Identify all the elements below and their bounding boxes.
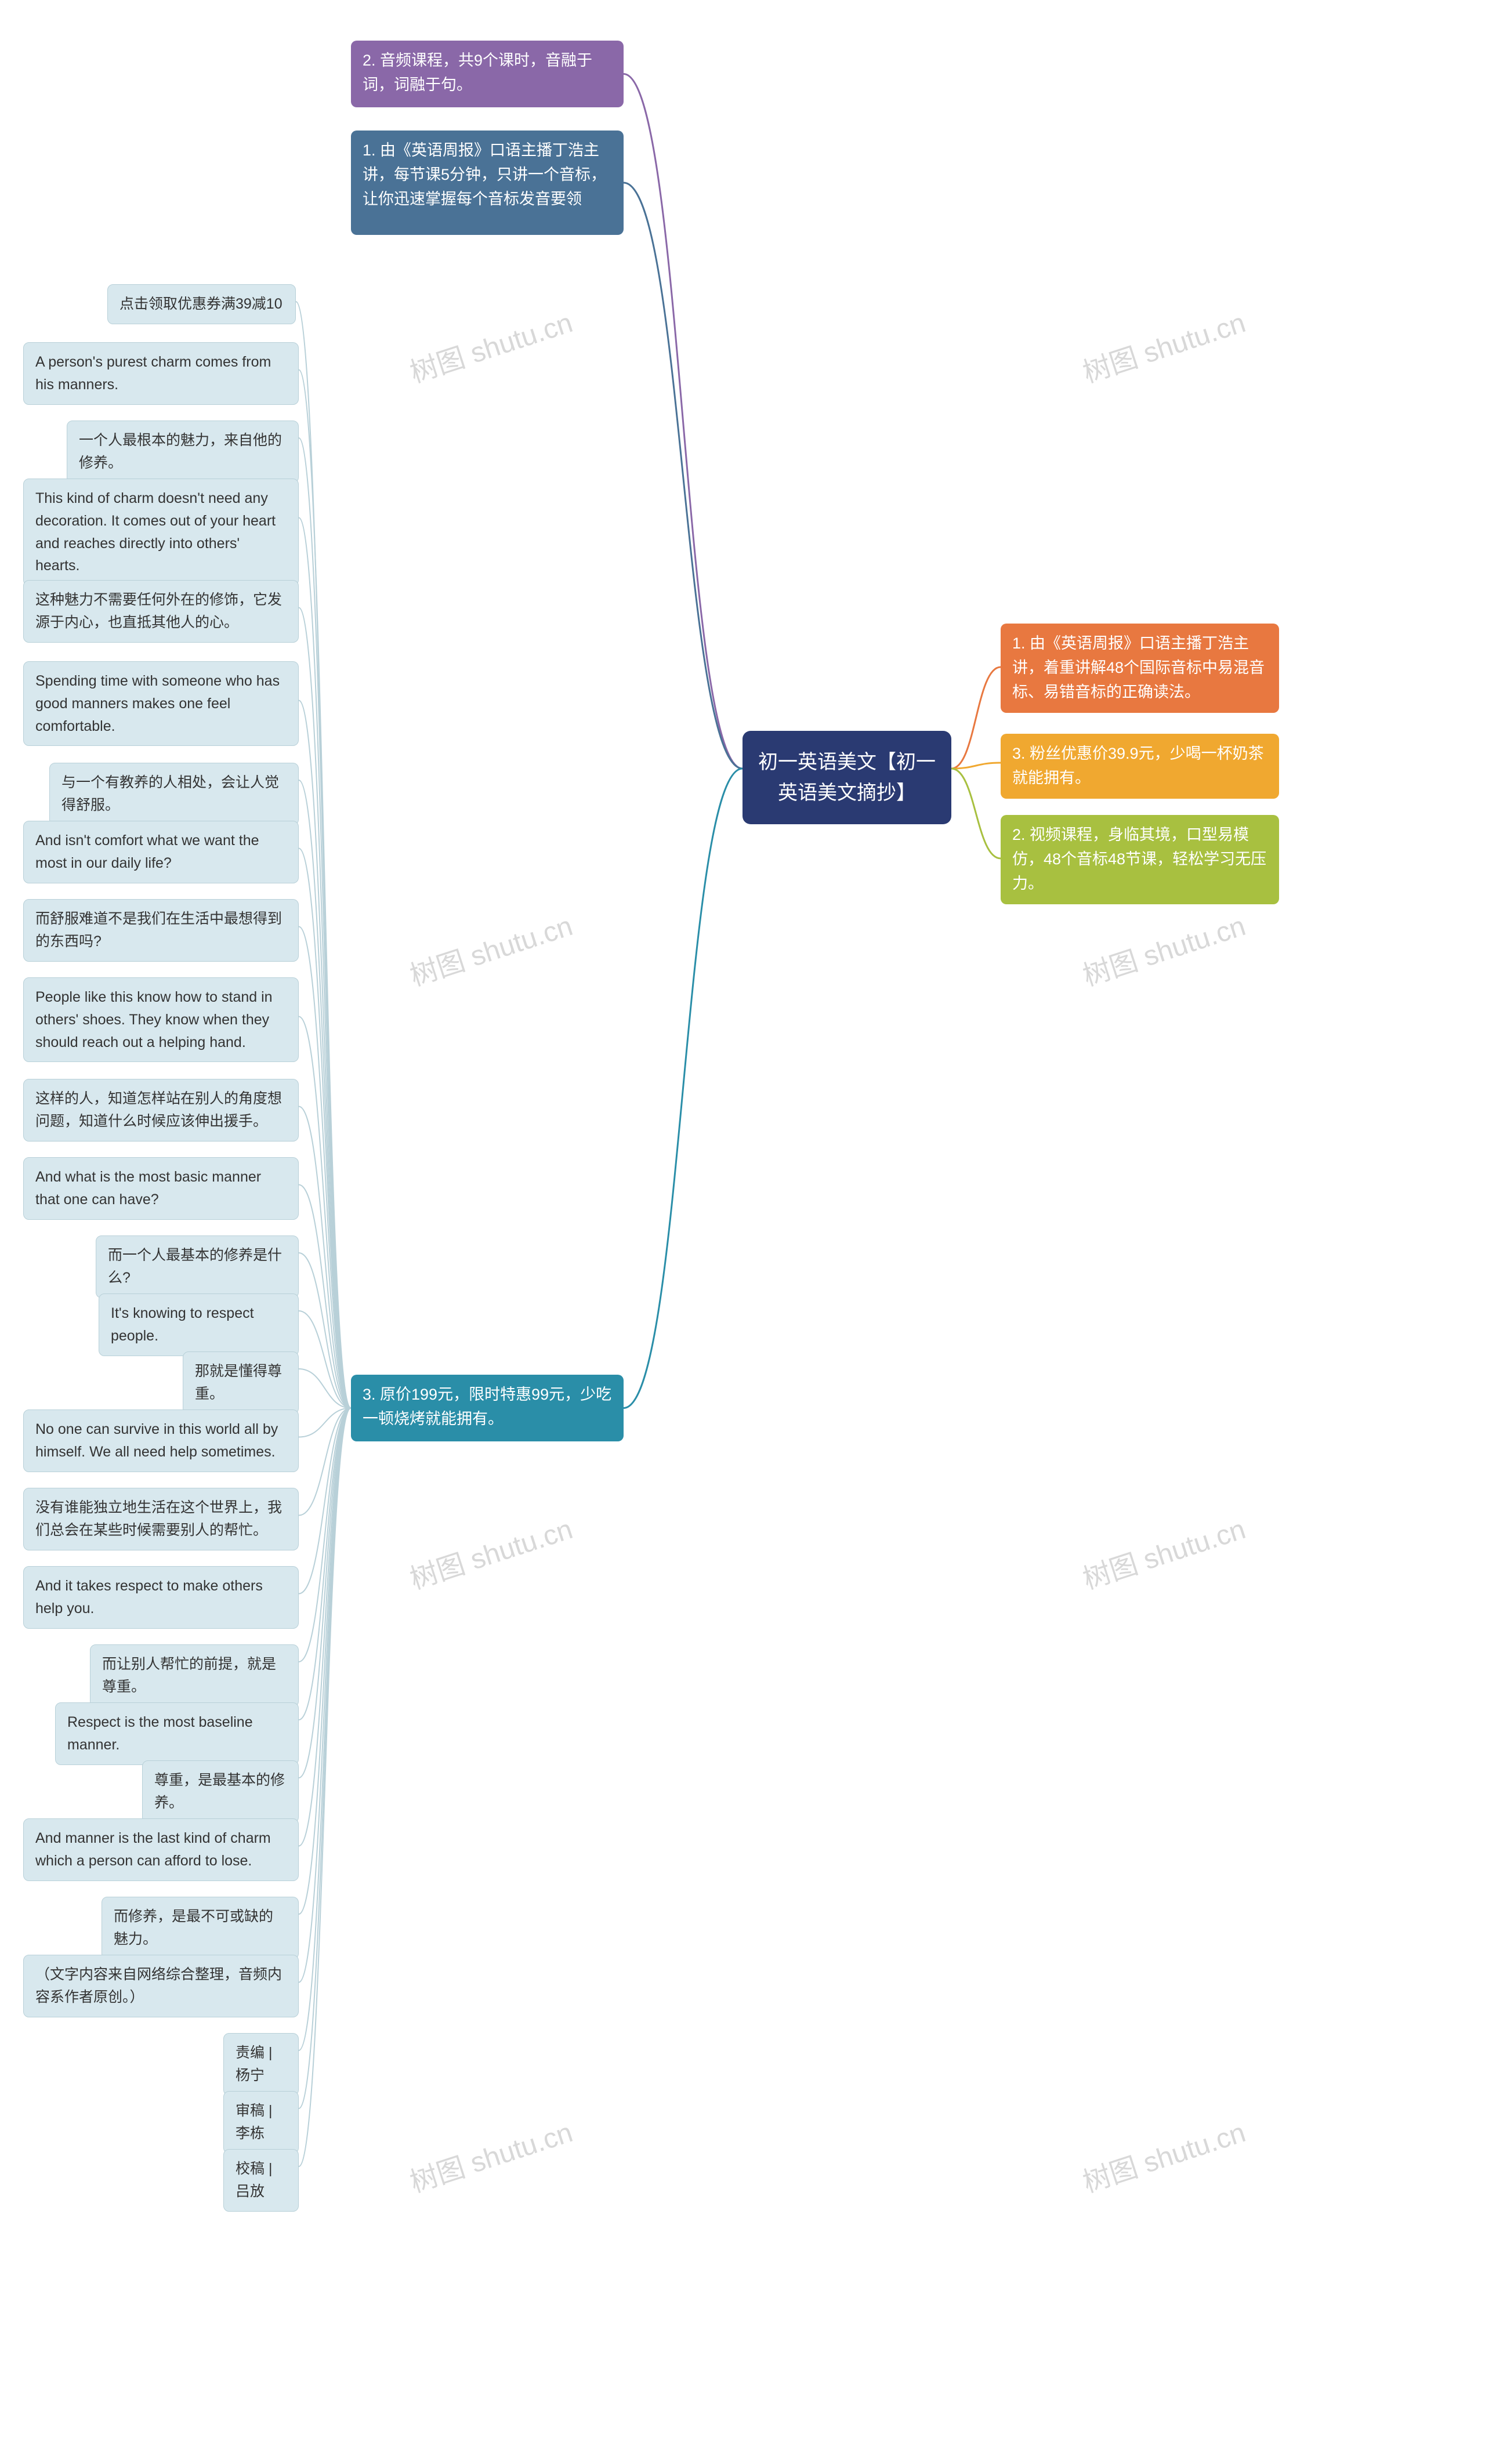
mindmap-canvas: 初一英语美文【初一英语美文摘抄】 1. 由《英语周报》口语主播丁浩主讲，着重讲解4… bbox=[0, 0, 1485, 2464]
leaf-node[interactable]: A person's purest charm comes from his m… bbox=[23, 342, 299, 405]
leaf-node[interactable]: People like this know how to stand in ot… bbox=[23, 977, 299, 1062]
leaf-node[interactable]: 尊重，是最基本的修养。 bbox=[142, 1760, 299, 1823]
branch-teal[interactable]: 3. 原价199元，限时特惠99元，少吃一顿烧烤就能拥有。 bbox=[351, 1375, 624, 1441]
leaf-node[interactable]: 而舒服难道不是我们在生活中最想得到的东西吗? bbox=[23, 899, 299, 962]
leaf-node[interactable]: 责编 | 杨宁 bbox=[223, 2033, 299, 2096]
leaf-node[interactable]: Spending time with someone who has good … bbox=[23, 661, 299, 746]
leaf-node[interactable]: 点击领取优惠券满39减10 bbox=[107, 284, 296, 324]
leaf-node[interactable]: 与一个有教养的人相处，会让人觉得舒服。 bbox=[49, 763, 299, 825]
leaf-node[interactable]: 那就是懂得尊重。 bbox=[183, 1351, 299, 1414]
leaf-node[interactable]: 而让别人帮忙的前提，就是尊重。 bbox=[90, 1644, 299, 1707]
leaf-node[interactable]: 审稿 | 李栋 bbox=[223, 2091, 299, 2154]
leaf-node[interactable]: 这种魅力不需要任何外在的修饰，它发源于内心，也直抵其他人的心。 bbox=[23, 580, 299, 643]
leaf-node[interactable]: 一个人最根本的魅力，来自他的修养。 bbox=[67, 421, 299, 483]
leaf-node[interactable]: And manner is the last kind of charm whi… bbox=[23, 1818, 299, 1881]
leaf-node[interactable]: 没有谁能独立地生活在这个世界上，我们总会在某些时候需要别人的帮忙。 bbox=[23, 1488, 299, 1550]
leaf-node[interactable]: Respect is the most baseline manner. bbox=[55, 1702, 299, 1765]
leaf-node[interactable]: And what is the most basic manner that o… bbox=[23, 1157, 299, 1220]
root-node[interactable]: 初一英语美文【初一英语美文摘抄】 bbox=[742, 731, 951, 824]
leaf-node[interactable]: 而修养，是最不可或缺的魅力。 bbox=[102, 1897, 299, 1959]
leaf-node[interactable]: And isn't comfort what we want the most … bbox=[23, 821, 299, 883]
branch-yellow[interactable]: 3. 粉丝优惠价39.9元，少喝一杯奶茶就能拥有。 bbox=[1001, 734, 1279, 799]
leaf-node[interactable]: 这样的人，知道怎样站在别人的角度想问题，知道什么时候应该伸出援手。 bbox=[23, 1079, 299, 1142]
leaf-node[interactable]: No one can survive in this world all by … bbox=[23, 1409, 299, 1472]
leaf-node[interactable]: This kind of charm doesn't need any deco… bbox=[23, 479, 299, 586]
branch-purple[interactable]: 2. 音频课程，共9个课时，音融于词，词融于句。 bbox=[351, 41, 624, 107]
branch-olive[interactable]: 2. 视频课程，身临其境，口型易模仿，48个音标48节课，轻松学习无压力。 bbox=[1001, 815, 1279, 904]
leaf-node[interactable]: （文字内容来自网络综合整理，音频内容系作者原创。） bbox=[23, 1955, 299, 2017]
leaf-node[interactable]: 而一个人最基本的修养是什么? bbox=[96, 1235, 299, 1298]
leaf-node[interactable]: And it takes respect to make others help… bbox=[23, 1566, 299, 1629]
branch-orange[interactable]: 1. 由《英语周报》口语主播丁浩主讲，着重讲解48个国际音标中易混音标、易错音标… bbox=[1001, 624, 1279, 713]
leaf-node[interactable]: 校稿 | 吕放 bbox=[223, 2149, 299, 2212]
branch-blue[interactable]: 1. 由《英语周报》口语主播丁浩主讲，每节课5分钟，只讲一个音标，让你迅速掌握每… bbox=[351, 131, 624, 235]
leaf-node[interactable]: It's knowing to respect people. bbox=[99, 1293, 299, 1356]
